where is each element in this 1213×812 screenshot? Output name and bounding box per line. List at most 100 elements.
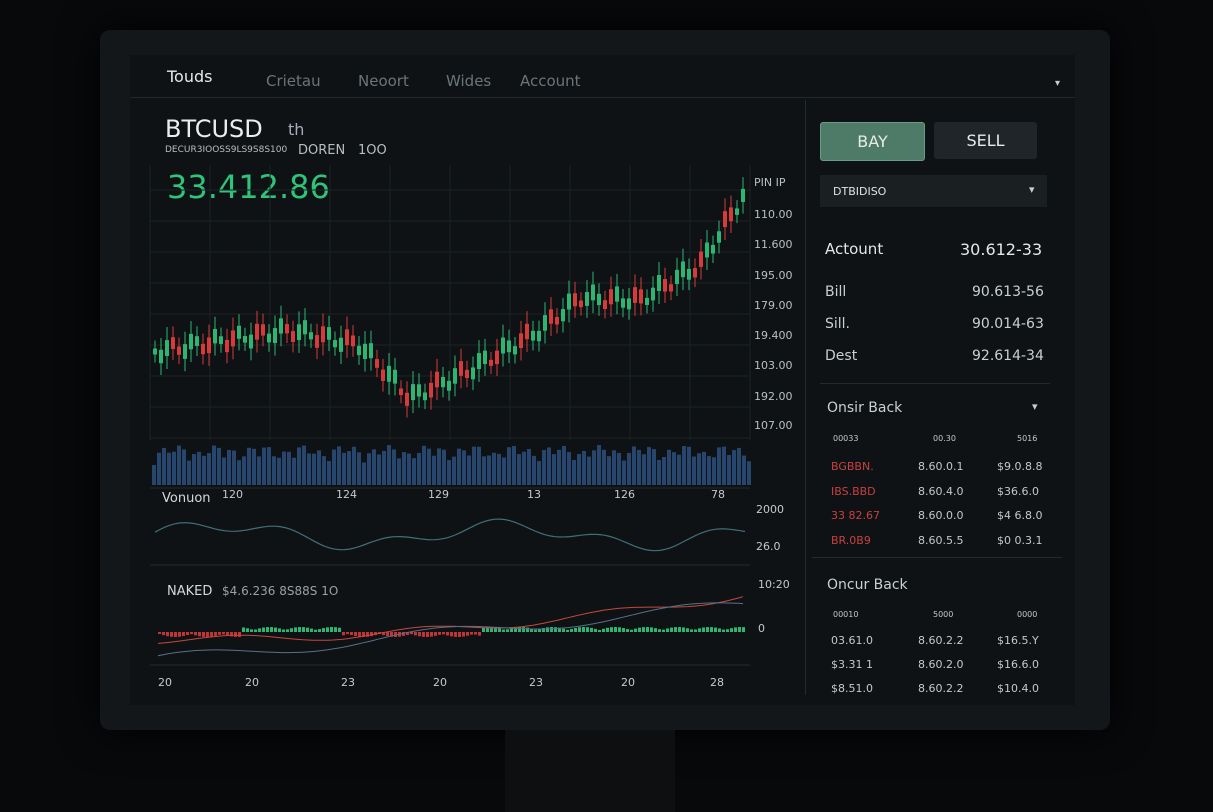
- price-axis-label: 195.00: [754, 269, 793, 282]
- book-cell: 8.60.2.0: [918, 658, 964, 671]
- candle: [525, 323, 529, 340]
- candle: [297, 324, 301, 341]
- book-header: 5000: [933, 610, 954, 619]
- price-axis-label: 19.400: [754, 329, 793, 342]
- indicator-title: NAKED: [167, 584, 213, 599]
- indicator-bar: [602, 628, 605, 632]
- volume-bar: [167, 452, 171, 485]
- indicator-bar: [706, 627, 709, 632]
- volume-bar: [677, 454, 681, 485]
- candle: [519, 333, 523, 349]
- volume-bar: [437, 448, 441, 485]
- timeframe[interactable]: th: [288, 120, 305, 139]
- volume-bar: [242, 456, 246, 485]
- book-cell: 8.60.0.1: [918, 460, 964, 473]
- indicator-bar: [362, 632, 365, 637]
- volume-bar: [357, 452, 361, 485]
- candle: [183, 344, 187, 359]
- pair-select[interactable]: [820, 175, 1047, 207]
- candle: [345, 329, 349, 346]
- indicator-bar: [294, 627, 297, 632]
- volume-bar: [717, 447, 721, 485]
- volume-bar: [552, 454, 556, 485]
- indicator-bar: [466, 632, 469, 636]
- monitor-stand: [505, 730, 675, 812]
- indicator-line: [157, 602, 744, 657]
- candle: [339, 337, 343, 352]
- volume-bar: [312, 453, 316, 485]
- candle: [393, 369, 397, 384]
- candle: [387, 365, 391, 382]
- candle: [315, 335, 319, 348]
- volume-bar: [232, 450, 236, 485]
- volume-bar: [152, 465, 156, 485]
- volume-bar: [317, 450, 321, 485]
- indicator-bar: [386, 632, 389, 637]
- account-value: 92.614-34: [972, 348, 1044, 364]
- candle: [609, 289, 613, 305]
- volume-bar: [562, 445, 566, 485]
- candle: [633, 287, 637, 303]
- indicator-bar: [290, 628, 293, 632]
- menu-icon[interactable]: ▾: [1055, 78, 1061, 89]
- indicator-bar: [510, 628, 513, 632]
- candle: [357, 345, 361, 356]
- indicator-bar: [254, 629, 257, 632]
- candle: [621, 298, 625, 308]
- candle: [603, 300, 607, 310]
- volume-bar: [337, 446, 341, 485]
- x-axis-label: 20: [245, 676, 259, 689]
- candle: [303, 320, 307, 335]
- indicator-bar: [494, 627, 497, 632]
- nav-divider: [130, 97, 1075, 98]
- volume-bar: [712, 457, 716, 485]
- volume-label: 129: [428, 488, 449, 501]
- indicator-bar: [286, 629, 289, 632]
- indicator-bar: [310, 628, 313, 632]
- candle: [717, 231, 721, 243]
- book-cell: 03.61.0: [831, 634, 873, 647]
- candle: [729, 207, 733, 222]
- indicator-bar: [422, 632, 425, 637]
- candle: [735, 208, 739, 215]
- volume-bar: [612, 450, 616, 485]
- candle: [321, 326, 325, 343]
- book-cell: 8.60.2.2: [918, 682, 964, 695]
- indicator-bar: [534, 629, 537, 632]
- indicator-bar: [414, 632, 417, 636]
- volume-bar: [492, 452, 496, 485]
- volume-bar: [397, 458, 401, 485]
- book-cell: $10.4.0: [997, 682, 1039, 695]
- volume-bar: [222, 457, 226, 485]
- volume-bar: [202, 455, 206, 485]
- indicator-bar: [178, 632, 181, 637]
- volume-bar: [247, 447, 251, 485]
- indicator-bar: [210, 632, 213, 637]
- indicator-bar: [442, 632, 445, 635]
- volume-bar: [422, 445, 426, 485]
- volume-bar: [577, 454, 581, 485]
- candle: [657, 274, 661, 291]
- volume-bar: [177, 445, 181, 485]
- indicator-bar: [482, 627, 485, 632]
- candle: [249, 334, 253, 349]
- indicator-bar: [730, 628, 733, 632]
- candle: [153, 348, 157, 355]
- sell-button[interactable]: SELL: [934, 122, 1037, 159]
- volume-bar: [332, 449, 336, 485]
- volume-bar: [667, 449, 671, 485]
- indicator-bar: [274, 627, 277, 632]
- book-cell: $16.5.Y: [997, 634, 1039, 647]
- volume-bar: [507, 447, 511, 485]
- candle: [669, 284, 673, 292]
- indicator-bar: [330, 627, 333, 632]
- dropdown-arrow[interactable]: ▾: [1029, 183, 1035, 196]
- indicator-bar: [598, 629, 601, 632]
- candle: [627, 298, 631, 310]
- price-axis-label: 103.00: [754, 359, 793, 372]
- buy-button[interactable]: BAY: [820, 122, 925, 161]
- indicator-bar: [586, 627, 589, 632]
- volume-label: 124: [336, 488, 357, 501]
- volume-bar: [627, 453, 631, 485]
